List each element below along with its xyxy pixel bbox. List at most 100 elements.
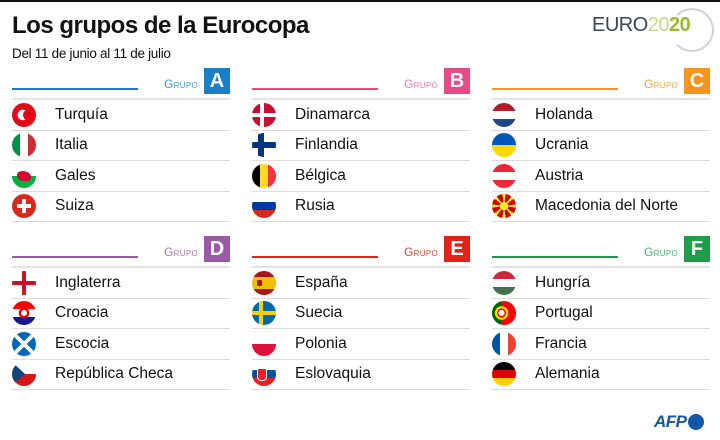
group-header: Grupo F: [492, 236, 710, 266]
group-letter: E: [444, 236, 470, 262]
subtitle: Del 11 de junio al 11 de julio: [12, 46, 171, 61]
group-line: [492, 88, 618, 90]
team-row: Inglaterra: [12, 268, 230, 299]
flag-wa-icon: [12, 163, 36, 188]
group-header: Grupo D: [12, 236, 230, 266]
team-name: Bélgica: [295, 166, 346, 184]
page-title: Los grupos de la Eurocopa: [12, 12, 309, 39]
team-name: Finlandia: [295, 136, 358, 154]
group-letter: C: [684, 68, 710, 94]
group-label: Grupo: [404, 245, 438, 259]
team-name: Portugal: [535, 304, 593, 322]
team-name: España: [295, 273, 348, 291]
group-header: Grupo A: [12, 68, 230, 98]
divider: [252, 266, 470, 268]
flag-ch-icon: [12, 194, 36, 219]
team-name: Escocia: [55, 334, 110, 352]
flag-pt-icon: [492, 301, 516, 326]
group-b: Grupo B Dinamarca Finlandia Bélgica Rusia: [252, 68, 470, 222]
flag-cz-icon: [12, 362, 36, 387]
team-name: Suecia: [295, 304, 343, 322]
group-letter: D: [204, 236, 230, 262]
team-name: Eslovaquia: [295, 365, 371, 383]
team-row: Italia: [12, 131, 230, 161]
team-row: Alemania: [492, 360, 710, 390]
team-row: Ucrania: [492, 131, 710, 161]
team-name: Dinamarca: [295, 105, 370, 123]
group-letter: B: [444, 68, 470, 94]
afp-text: AFP: [654, 412, 687, 431]
team-row: Suiza: [12, 192, 230, 222]
team-row: Finlandia: [252, 131, 470, 161]
flag-tr-icon: [12, 102, 36, 127]
flag-se-icon: [252, 301, 276, 326]
team-name: Francia: [535, 334, 587, 352]
team-name: Holanda: [535, 105, 593, 123]
team-name: Gales: [55, 166, 96, 184]
team-name: Macedonia del Norte: [535, 197, 679, 215]
team-row: España: [252, 268, 470, 299]
divider: [492, 98, 710, 100]
flag-pl-icon: [252, 331, 276, 356]
flag-es-icon: [252, 270, 276, 295]
afp-logo: AFP: [654, 412, 704, 432]
team-name: Ucrania: [535, 136, 589, 154]
team-row: Macedonia del Norte: [492, 192, 710, 222]
team-row: Hungría: [492, 268, 710, 299]
flag-mk-icon: [492, 194, 516, 219]
team-row: Suecia: [252, 299, 470, 329]
group-header: Grupo E: [252, 236, 470, 266]
team-row: Dinamarca: [252, 100, 470, 131]
flag-fi-icon: [252, 133, 276, 158]
team-name: Austria: [535, 166, 584, 184]
group-header: Grupo C: [492, 68, 710, 98]
group-letter: A: [204, 68, 230, 94]
flag-dk-icon: [252, 102, 276, 127]
group-header: Grupo B: [252, 68, 470, 98]
divider: [252, 98, 470, 100]
flag-at-icon: [492, 163, 516, 188]
flag-de-icon: [492, 362, 516, 387]
flag-ru-icon: [252, 194, 276, 219]
logo-ring: [670, 8, 714, 52]
group-label: Grupo: [404, 77, 438, 91]
flag-nl-icon: [492, 102, 516, 127]
group-d: Grupo D Inglaterra Croacia Escocia Repúblic…: [12, 236, 230, 390]
group-c: Grupo C Holanda Ucrania Austria Macedonia d…: [492, 68, 710, 222]
flag-be-icon: [252, 163, 276, 188]
flag-hr-icon: [12, 301, 36, 326]
team-name: Rusia: [295, 197, 335, 215]
team-name: Italia: [55, 136, 88, 154]
group-label: Grupo: [644, 77, 678, 91]
flag-sc-icon: [12, 331, 36, 356]
flag-fr-icon: [492, 331, 516, 356]
flag-it-icon: [12, 133, 36, 158]
team-name: Inglaterra: [55, 273, 121, 291]
team-row: Turquía: [12, 100, 230, 131]
divider: [12, 98, 230, 100]
logo-year-1: 20: [647, 14, 670, 36]
afp-dot: [687, 414, 704, 430]
group-a: Grupo A Turquía Italia Gales Suiza: [12, 68, 230, 222]
team-row: Portugal: [492, 299, 710, 329]
team-row: Gales: [12, 161, 230, 192]
group-label: Grupo: [164, 77, 198, 91]
team-row: Francia: [492, 329, 710, 360]
team-name: Croacia: [55, 304, 109, 322]
flag-ua-icon: [492, 133, 516, 158]
flag-hu-icon: [492, 270, 516, 295]
flag-en-icon: [12, 270, 36, 295]
group-label: Grupo: [644, 245, 678, 259]
team-row: Bélgica: [252, 161, 470, 192]
group-line: [12, 256, 138, 258]
team-name: Turquía: [55, 105, 108, 123]
group-line: [12, 88, 138, 90]
group-line: [492, 256, 618, 258]
team-row: República Checa: [12, 360, 230, 390]
team-name: Suiza: [55, 197, 94, 215]
team-row: Polonia: [252, 329, 470, 360]
group-line: [252, 256, 378, 258]
team-row: Holanda: [492, 100, 710, 131]
group-label: Grupo: [164, 245, 198, 259]
team-row: Rusia: [252, 192, 470, 222]
